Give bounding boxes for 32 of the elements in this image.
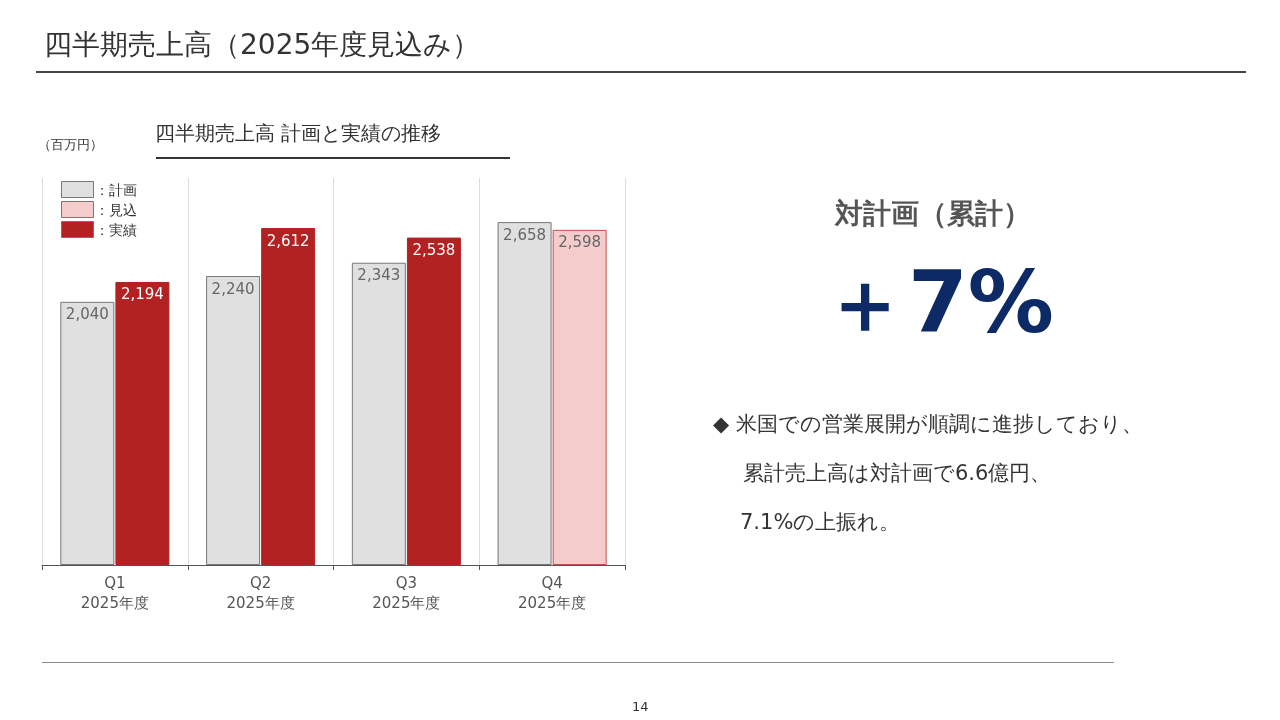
text: ◆ 米国での営業展開が順調に進捗しており、: [713, 411, 1143, 438]
x-tick-label: Q1 2025年度: [80, 574, 149, 612]
bar: [206, 276, 261, 565]
x-tick-label: Q2 2025年度: [226, 574, 295, 612]
bar: [351, 262, 406, 565]
chart-title: 四半期売上高（2025年度見込み）: [44, 27, 481, 63]
bar: [406, 237, 461, 565]
chart-subtitle: 四半期売上高 計画と実績の推移: [155, 121, 442, 145]
data-label: 2,538: [412, 241, 456, 260]
bar: [497, 222, 552, 565]
bar: [60, 301, 115, 565]
text: ＋7%: [822, 251, 1055, 354]
data-label: 2,343: [357, 266, 401, 285]
data-label: 2,612: [266, 231, 310, 250]
text: 14: [632, 699, 649, 714]
text: 7.1%の上振れ。: [740, 509, 901, 536]
text: 累計売上高は対計画で6.6億円、: [743, 460, 1052, 487]
text: 対計画（累計）: [835, 196, 1031, 232]
data-label: 2,598: [558, 233, 602, 252]
bar: [552, 229, 607, 565]
bar: [261, 228, 316, 565]
data-label: 2,658: [503, 225, 547, 244]
legend-label: ：計画: [94, 181, 137, 198]
x-tick-label: Q4 2025年度: [518, 574, 587, 612]
legend-label: ：見込: [94, 201, 137, 218]
bar: [115, 281, 170, 565]
data-label: 2,240: [211, 279, 255, 298]
legend-label: ：実績: [94, 221, 137, 238]
text: （百万円）: [38, 136, 103, 154]
data-label: 2,040: [65, 305, 109, 324]
x-tick-label: Q3 2025年度: [372, 574, 441, 612]
data-label: 2,194: [120, 285, 164, 304]
